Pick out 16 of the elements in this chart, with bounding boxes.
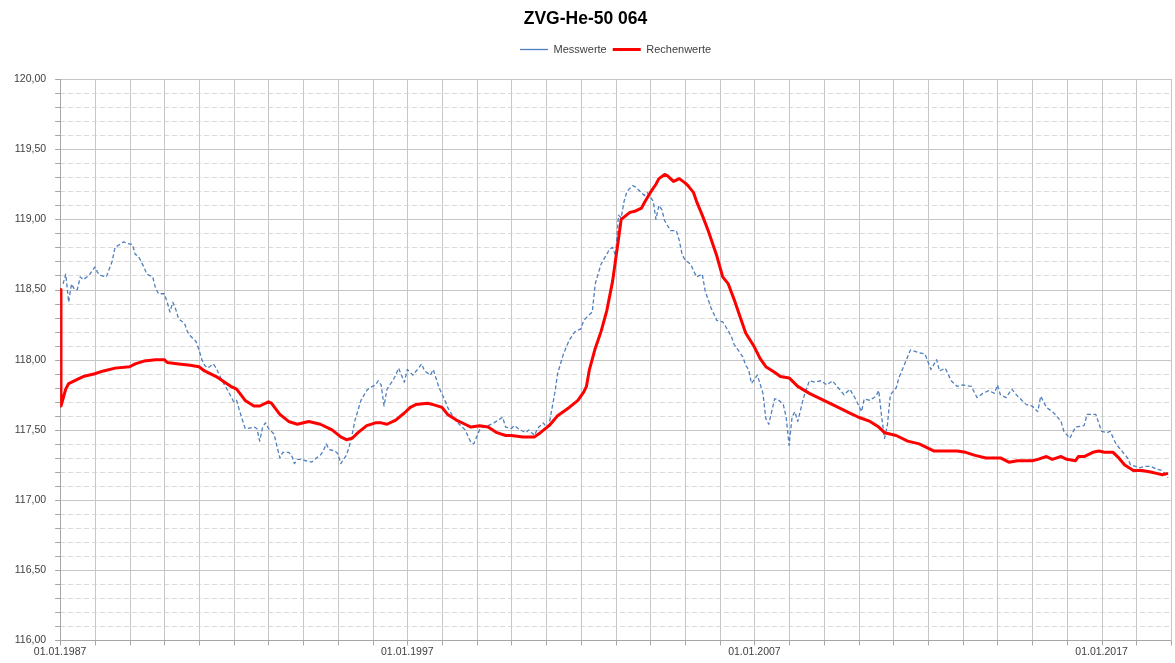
y-tick-label: 116,50 [14,563,47,576]
x-tick-label: 01.01.1987 [33,644,87,657]
y-tick-label: 118,50 [14,282,47,295]
y-tick-label: 119,50 [14,142,47,155]
y-tick-label: 119,00 [14,212,47,225]
y-tick-label: 117,50 [14,422,47,435]
y-tick-label: 118,00 [14,352,47,365]
y-tick-label: 116,00 [14,633,47,646]
x-tick-label: 01.01.2017 [1075,644,1129,657]
y-tick-label: 120,00 [13,71,47,84]
y-tick-label: 117,00 [14,492,47,505]
legend-label: Messwerte [553,42,607,55]
x-tick-label: 01.01.2007 [728,644,781,657]
x-tick-label: 01.01.1997 [381,644,434,657]
chart-title: ZVG-He-50 064 [523,8,648,29]
legend-label: Rechenwerte [646,42,712,55]
